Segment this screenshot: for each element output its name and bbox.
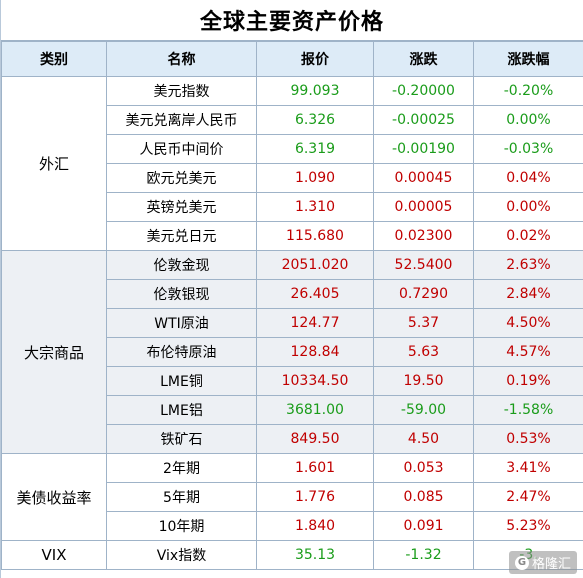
header-change: 涨跌 (373, 41, 474, 77)
change-cell: 4.50 (373, 424, 474, 454)
header-name: 名称 (106, 41, 257, 77)
name-cell: 5年期 (106, 482, 257, 512)
category-cell: 大宗商品 (1, 250, 107, 454)
table-row: 大宗商品 伦敦金现 2051.020 52.5400 2.63% (1, 250, 583, 454)
name-cell: LME铝 (106, 395, 257, 425)
change-cell: -1.32 (373, 540, 474, 570)
price-cell: 1.601 (256, 453, 374, 483)
change-pct-cell: 0.00% (473, 192, 583, 222)
change-cell: 0.02300 (373, 221, 474, 251)
asset-price-table: 类别 名称 报价 涨跌 涨跌幅 外汇 美元指数 99.093 -0.20000 -0.2… (1, 41, 583, 570)
watermark-logo-icon: G (514, 555, 529, 570)
change-cell: 0.091 (373, 511, 474, 541)
name-cell: 2年期 (106, 453, 257, 483)
price-cell: 3681.00 (256, 395, 374, 425)
name-cell: 美元指数 (106, 76, 257, 106)
change-pct-cell: -0.20% (473, 76, 583, 106)
price-cell: 2051.020 (256, 250, 374, 280)
price-cell: 35.13 (256, 540, 374, 570)
table-row: 英镑兑美元 1.310 0.00005 0.00% (2, 192, 583, 222)
name-cell: LME铜 (106, 366, 257, 396)
change-cell: -0.00190 (373, 134, 474, 164)
change-pct-cell: 0.53% (473, 424, 583, 454)
price-cell: 6.319 (256, 134, 374, 164)
table-row: 美元兑离岸人民币 6.326 -0.00025 0.00% (2, 105, 583, 135)
change-cell: 19.50 (373, 366, 474, 396)
header-category: 类别 (1, 41, 107, 77)
price-cell: 6.326 (256, 105, 374, 135)
name-cell: Vix指数 (106, 540, 257, 570)
table-row: 伦敦银现 26.405 0.7290 2.84% (2, 279, 583, 309)
table-body: 外汇 美元指数 99.093 -0.20000 -0.20% 美元兑离岸人民币 6.326-… (1, 76, 583, 570)
name-cell: 人民币中间价 (106, 134, 257, 164)
name-cell: 10年期 (106, 511, 257, 541)
table-row: 布伦特原油 128.84 5.63 4.57% (2, 337, 583, 367)
table-row: 美债收益率 2年期 1.601 0.053 3.41% (1, 453, 583, 541)
change-pct-cell: -0.03% (473, 134, 583, 164)
change-pct-cell: 0.19% (473, 366, 583, 396)
change-pct-cell: 4.50% (473, 308, 583, 338)
name-cell: 铁矿石 (106, 424, 257, 454)
header-price: 报价 (256, 41, 374, 77)
change-cell: 0.053 (373, 453, 474, 483)
price-cell: 124.77 (256, 308, 374, 338)
change-pct-cell: -1.58% (473, 395, 583, 425)
table-row: WTI原油 124.77 5.37 4.50% (2, 308, 583, 338)
table-row: 欧元兑美元 1.090 0.00045 0.04% (2, 163, 583, 193)
table-row: 5年期 1.776 0.085 2.47% (2, 482, 583, 512)
name-cell: WTI原油 (106, 308, 257, 338)
name-cell: 美元兑离岸人民币 (106, 105, 257, 135)
table-row: 人民币中间价 6.319 -0.00190 -0.03% (2, 134, 583, 164)
change-cell: -0.20000 (373, 76, 474, 106)
change-cell: 0.00005 (373, 192, 474, 222)
change-pct-cell: 0.00% (473, 105, 583, 135)
change-cell: 0.7290 (373, 279, 474, 309)
name-cell: 伦敦金现 (106, 250, 257, 280)
change-pct-cell: 4.57% (473, 337, 583, 367)
price-cell: 128.84 (256, 337, 374, 367)
change-cell: -59.00 (373, 395, 474, 425)
name-cell: 美元兑日元 (106, 221, 257, 251)
page-title: 全球主要资产价格 (1, 0, 583, 41)
category-cell: 外汇 (1, 76, 107, 251)
price-cell: 1.776 (256, 482, 374, 512)
table-row: LME铜 10334.50 19.50 0.19% (2, 366, 583, 396)
change-cell: 0.085 (373, 482, 474, 512)
change-pct-cell: 0.04% (473, 163, 583, 193)
watermark-text: 格隆汇 (531, 557, 571, 572)
change-pct-cell: 0.02% (473, 221, 583, 251)
change-pct-cell: 2.47% (473, 482, 583, 512)
table-header-row: 类别 名称 报价 涨跌 涨跌幅 (1, 41, 583, 77)
price-cell: 26.405 (256, 279, 374, 309)
price-cell: 10334.50 (256, 366, 374, 396)
change-cell: -0.00025 (373, 105, 474, 135)
name-cell: 英镑兑美元 (106, 192, 257, 222)
change-cell: 5.63 (373, 337, 474, 367)
table-row: 10年期 1.840 0.091 5.23% (2, 511, 583, 541)
name-cell: 布伦特原油 (106, 337, 257, 367)
change-pct-cell: 3.41% (473, 453, 583, 483)
price-cell: 99.093 (256, 76, 374, 106)
name-cell: 欧元兑美元 (106, 163, 257, 193)
price-cell: 115.680 (256, 221, 374, 251)
price-cell: 1.090 (256, 163, 374, 193)
change-cell: 0.00045 (373, 163, 474, 193)
name-cell: 伦敦银现 (106, 279, 257, 309)
header-change-pct: 涨跌幅 (473, 41, 583, 77)
category-cell: VIX (1, 540, 107, 570)
table-row: 外汇 美元指数 99.093 -0.20000 -0.20% (1, 76, 583, 251)
table-row: LME铝 3681.00 -59.00 -1.58% (2, 395, 583, 425)
price-cell: 849.50 (256, 424, 374, 454)
change-pct-cell: 2.84% (473, 279, 583, 309)
change-cell: 5.37 (373, 308, 474, 338)
price-cell: 1.310 (256, 192, 374, 222)
price-cell: 1.840 (256, 511, 374, 541)
category-cell: 美债收益率 (1, 453, 107, 541)
change-pct-cell: 5.23% (473, 511, 583, 541)
change-cell: 52.5400 (373, 250, 474, 280)
change-pct-cell: 2.63% (473, 250, 583, 280)
watermark: G 格隆汇 (508, 551, 577, 574)
